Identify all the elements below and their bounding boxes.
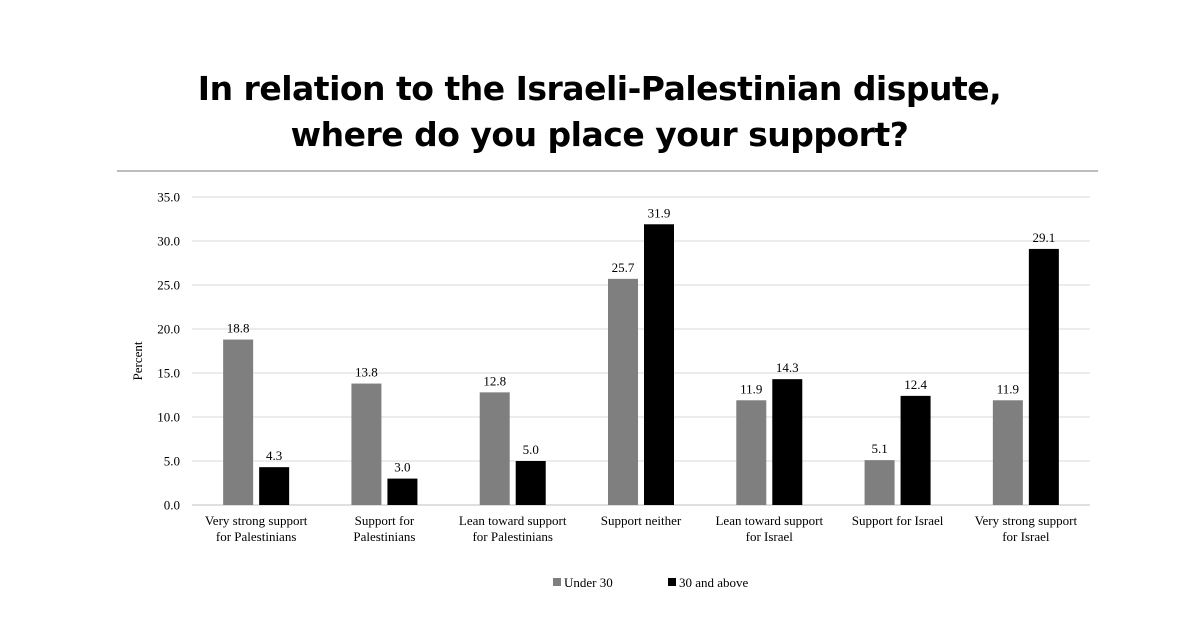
bar <box>223 339 254 505</box>
legend-label: 30 and above <box>679 575 749 590</box>
data-label: 29.1 <box>1032 230 1055 245</box>
bar <box>644 224 674 505</box>
legend-swatch <box>553 578 561 586</box>
y-tick-label: 5.0 <box>164 454 180 469</box>
x-category-label: Very strong support <box>205 513 308 528</box>
bar <box>351 383 382 505</box>
data-label: 13.8 <box>355 365 378 380</box>
data-label: 14.3 <box>776 360 799 375</box>
bar <box>387 478 418 505</box>
y-tick-label: 20.0 <box>157 322 180 337</box>
y-axis-title: Percent <box>130 341 145 380</box>
y-tick-label: 35.0 <box>157 190 180 205</box>
data-label: 5.0 <box>523 442 539 457</box>
x-category-label: Palestinians <box>353 529 415 544</box>
x-category-label: Lean toward support <box>459 513 567 528</box>
x-category-label: Support for <box>355 513 415 528</box>
y-tick-label: 15.0 <box>157 366 180 381</box>
x-category-label: for Palestinians <box>472 529 553 544</box>
x-category-label: Support neither <box>601 513 682 528</box>
data-label: 11.9 <box>740 381 762 396</box>
chart-title-line-2: where do you place your support? <box>290 115 909 154</box>
data-label: 12.4 <box>904 377 927 392</box>
title-divider <box>117 170 1098 172</box>
data-label: 25.7 <box>612 260 635 275</box>
data-label: 4.3 <box>266 448 282 463</box>
bar <box>608 278 638 505</box>
y-tick-label: 30.0 <box>157 234 180 249</box>
bar <box>900 395 931 505</box>
bar <box>259 467 290 505</box>
data-label: 18.8 <box>227 321 250 336</box>
x-category-label: for Israel <box>746 529 794 544</box>
chart-title-line-1: In relation to the Israeli-Palestinian d… <box>197 69 1002 108</box>
x-category-label: for Israel <box>1002 529 1050 544</box>
chart-title: In relation to the Israeli-Palestinian d… <box>0 66 1199 158</box>
x-category-label: for Palestinians <box>216 529 297 544</box>
x-category-label: Support for Israel <box>852 513 944 528</box>
data-label: 11.9 <box>997 381 1019 396</box>
x-category-label: Very strong support <box>975 513 1078 528</box>
bar <box>992 400 1023 505</box>
data-label: 12.8 <box>483 373 506 388</box>
y-tick-label: 10.0 <box>157 410 180 425</box>
legend-swatch <box>668 578 676 586</box>
bar <box>479 392 510 505</box>
x-category-label: Lean toward support <box>715 513 823 528</box>
bar <box>1028 248 1059 506</box>
data-label: 3.0 <box>394 460 410 475</box>
legend-label: Under 30 <box>564 575 613 590</box>
y-tick-label: 0.0 <box>164 498 180 513</box>
bar <box>864 460 895 505</box>
bar <box>772 379 803 505</box>
y-tick-label: 25.0 <box>157 278 180 293</box>
bar <box>736 400 767 505</box>
bar <box>515 461 546 505</box>
data-label: 31.9 <box>648 205 671 220</box>
data-label: 5.1 <box>871 441 887 456</box>
